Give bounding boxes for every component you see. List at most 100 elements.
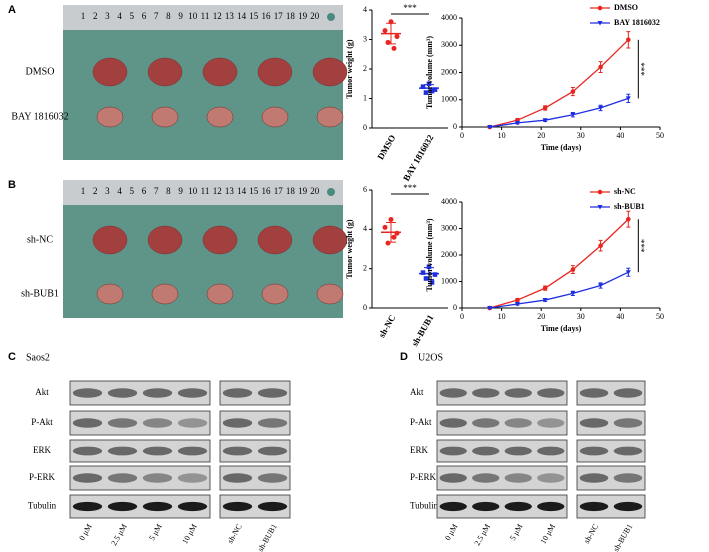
- ruler-number: 18: [286, 11, 296, 21]
- blot-band: [107, 388, 138, 398]
- y-tick-label: 3000: [441, 40, 457, 49]
- x-tick-label: 10: [498, 312, 506, 321]
- tumor: [96, 283, 124, 305]
- blot-band: [257, 388, 288, 398]
- blot-strip: [69, 439, 211, 463]
- data-point: [487, 306, 493, 311]
- significance-label: ***: [639, 238, 649, 252]
- blot-strip: [69, 494, 211, 519]
- lane-label: sh-BUB1: [611, 522, 634, 552]
- tumor: [206, 283, 234, 305]
- tumor: [312, 57, 348, 87]
- blot-band: [504, 418, 532, 428]
- blot-band: [579, 418, 609, 428]
- ruler-number: 6: [142, 11, 147, 21]
- ruler-number: 1: [81, 11, 86, 21]
- row-label: Akt: [410, 387, 424, 397]
- data-point: [388, 19, 394, 25]
- y-tick-label: 4000: [441, 13, 457, 22]
- blot-band: [439, 501, 467, 512]
- data-point: [420, 270, 426, 275]
- ruler-number: 13: [225, 11, 235, 21]
- x-tick-label: 50: [656, 131, 664, 140]
- data-point: [423, 276, 429, 281]
- series-line: [489, 271, 629, 309]
- ruler-number: 5: [130, 186, 135, 196]
- tumor: [261, 106, 289, 128]
- ruler-number: 4: [117, 186, 122, 196]
- blot-band: [504, 501, 532, 512]
- tumor: [96, 106, 124, 128]
- y-tick-label: 0: [363, 303, 367, 312]
- blot-band: [504, 446, 532, 456]
- tumor: [257, 225, 293, 255]
- data-point: [432, 272, 438, 277]
- x-tick-label: 30: [577, 131, 585, 140]
- data-point: [598, 283, 604, 288]
- ruler-number: 19: [298, 11, 308, 21]
- data-point: [626, 216, 631, 222]
- blot-band: [613, 388, 643, 398]
- blot-band: [107, 418, 138, 428]
- row-label: sh-BUB1: [21, 288, 59, 299]
- x-tick-label: sh-BUB1: [410, 313, 436, 348]
- y-tick-label: 4000: [441, 197, 457, 206]
- blot-strip: [219, 494, 291, 519]
- blot-band: [222, 501, 253, 512]
- y-tick-label: 0: [453, 122, 457, 131]
- blot-band: [257, 446, 288, 456]
- x-tick-label: 40: [616, 131, 624, 140]
- data-point: [388, 217, 394, 222]
- blot-band: [142, 501, 173, 512]
- data-point: [385, 240, 391, 246]
- blot-band: [579, 473, 609, 483]
- series-line: [489, 97, 629, 128]
- data-point: [625, 96, 631, 101]
- ruler-number: 16: [262, 186, 272, 196]
- row-label: P-Akt: [31, 417, 53, 427]
- legend-marker: [597, 5, 603, 11]
- tumor: [312, 225, 348, 255]
- legend-marker: [597, 21, 603, 26]
- blot-band: [107, 501, 138, 512]
- data-point: [426, 81, 432, 87]
- ruler-number: 18: [286, 186, 296, 196]
- legend-label: sh-NC: [614, 187, 636, 196]
- legend-label: BAY 1816032: [614, 18, 660, 27]
- y-axis-label: Tumor volume (mm³): [425, 36, 434, 109]
- blot-band: [257, 501, 288, 512]
- ruler-number: 2: [93, 11, 98, 21]
- y-axis-label: Tumor weight (g): [345, 39, 354, 98]
- x-tick-label: DMSO: [375, 133, 397, 161]
- x-tick-label: 10: [498, 131, 506, 140]
- y-tick-label: 3000: [441, 223, 457, 232]
- row-label: P-Akt: [410, 417, 432, 427]
- legend-marker: [597, 205, 603, 210]
- ruler-number: 10: [188, 186, 198, 196]
- blot-band: [579, 501, 609, 512]
- tumor: [92, 225, 128, 255]
- ruler: [63, 5, 343, 30]
- blot-band: [579, 446, 609, 456]
- lane-label: 5 μM: [508, 522, 525, 542]
- blot-band: [222, 388, 253, 398]
- blot-band: [142, 446, 173, 456]
- blot-band: [504, 388, 532, 398]
- lane-label: sh-NC: [582, 522, 600, 545]
- row-label: DMSO: [26, 66, 55, 77]
- ruler-number: 19: [298, 186, 308, 196]
- y-tick-label: 2000: [441, 250, 457, 259]
- blot-band: [439, 473, 467, 483]
- blot-band: [472, 473, 500, 483]
- ruler-number: 9: [178, 11, 183, 21]
- ruler-hole: [327, 13, 335, 21]
- data-point: [570, 89, 576, 94]
- blot-band: [177, 418, 208, 428]
- ruler-number: 11: [201, 11, 210, 21]
- blot-band: [222, 446, 253, 456]
- legend-label: DMSO: [614, 3, 638, 12]
- ruler-number: 10: [188, 11, 198, 21]
- blot-band: [439, 418, 467, 428]
- data-point: [598, 243, 603, 249]
